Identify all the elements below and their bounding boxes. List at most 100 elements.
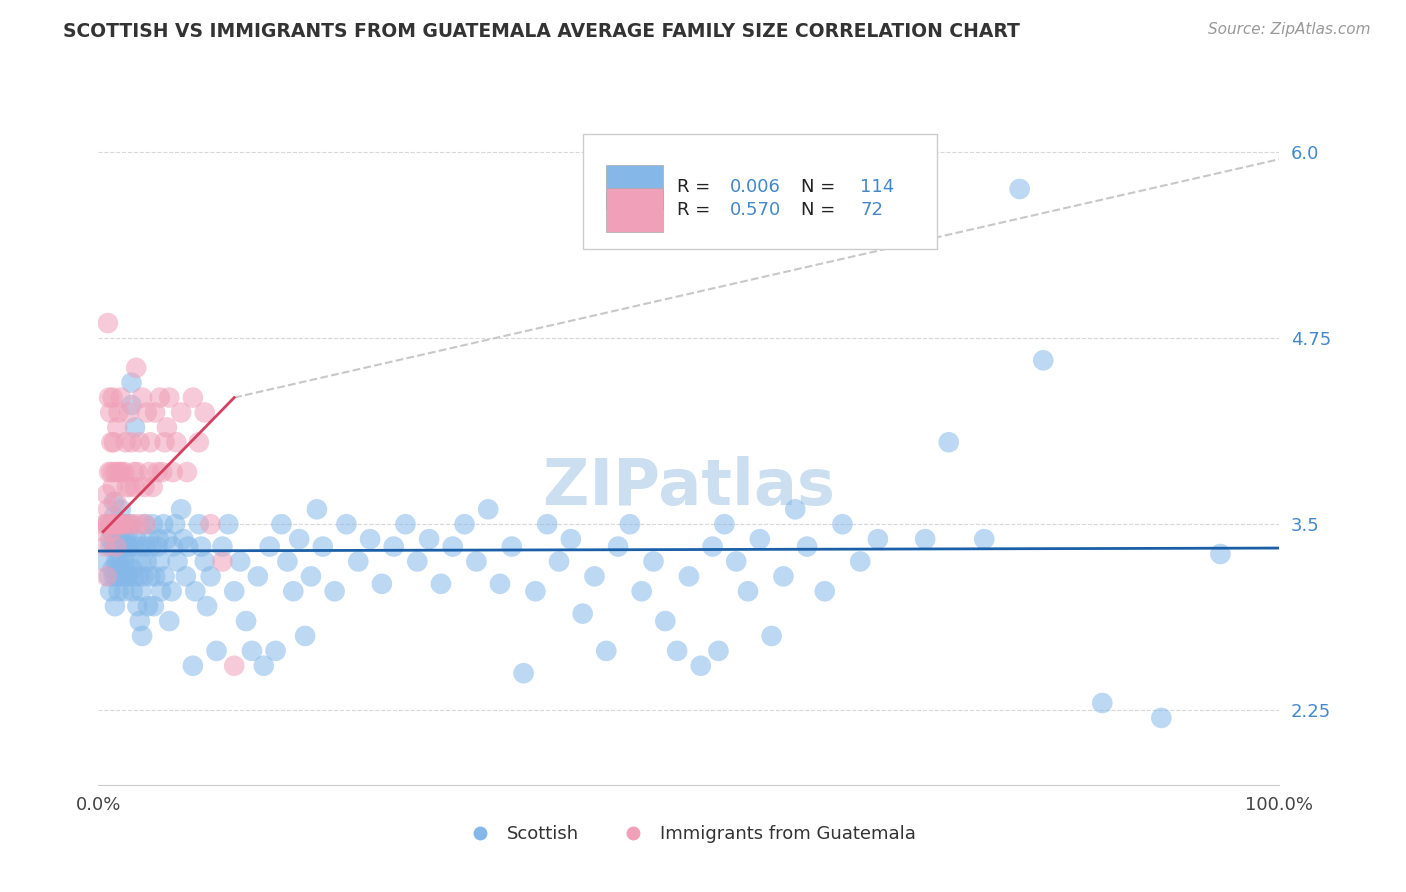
Point (524, 584, 547, 599)
Point (194, 554, 217, 568)
Point (160, 584, 183, 599)
Point (973, 532, 995, 546)
Point (98, 465, 121, 479)
Point (104, 517, 127, 532)
Point (103, 509, 125, 524)
Point (181, 658, 204, 673)
Point (430, 577, 453, 591)
Point (323, 584, 346, 599)
Point (195, 599, 218, 614)
Point (135, 517, 157, 532)
Point (156, 420, 179, 434)
Point (394, 517, 416, 532)
Point (121, 584, 143, 599)
Point (371, 577, 394, 591)
Point (165, 435, 187, 450)
Point (111, 517, 134, 532)
Point (630, 584, 652, 599)
Point (761, 629, 783, 643)
Point (536, 517, 558, 532)
Text: N =: N = (801, 202, 841, 219)
Point (131, 629, 153, 643)
Point (110, 502, 132, 516)
Point (98, 532, 121, 546)
Point (135, 554, 157, 568)
Point (134, 517, 156, 532)
Point (138, 532, 160, 546)
Point (129, 584, 152, 599)
Point (110, 391, 132, 405)
Point (122, 465, 145, 479)
Point (110, 554, 132, 568)
Point (122, 569, 145, 583)
Point (224, 584, 246, 599)
Point (125, 532, 148, 546)
Point (678, 569, 700, 583)
Point (181, 391, 204, 405)
Point (94, 540, 117, 554)
Point (93, 554, 115, 568)
Point (98, 391, 121, 405)
Point (105, 420, 128, 434)
Point (305, 502, 328, 516)
Point (187, 435, 209, 450)
Point (104, 599, 127, 614)
Point (229, 554, 252, 568)
Point (737, 584, 759, 599)
Point (110, 517, 132, 532)
Point (548, 554, 571, 568)
Point (96, 487, 118, 501)
Point (571, 607, 593, 621)
Point (128, 614, 150, 628)
Text: N =: N = (801, 178, 841, 195)
Point (146, 540, 169, 554)
Point (108, 517, 131, 532)
Legend: Scottish, Immigrants from Guatemala: Scottish, Immigrants from Guatemala (454, 818, 924, 850)
Point (108, 569, 131, 583)
Point (101, 480, 124, 494)
Text: 72: 72 (860, 202, 883, 219)
Point (136, 599, 159, 614)
Point (128, 569, 150, 583)
Point (112, 540, 135, 554)
Point (643, 554, 665, 568)
Point (101, 517, 124, 532)
Point (152, 517, 174, 532)
Point (938, 435, 960, 450)
Point (105, 495, 128, 509)
Point (707, 644, 730, 658)
Point (162, 465, 184, 479)
Point (121, 376, 143, 390)
Point (104, 465, 127, 479)
Point (118, 569, 141, 583)
Point (914, 532, 936, 546)
Point (224, 658, 246, 673)
Point (796, 540, 818, 554)
Point (299, 569, 322, 583)
Point (583, 569, 606, 583)
Point (105, 532, 128, 546)
Point (117, 517, 139, 532)
Point (98, 569, 121, 583)
Point (98, 405, 121, 419)
Text: ZIPat​las: ZIPat​las (543, 456, 835, 517)
Point (111, 562, 134, 576)
Point (177, 540, 200, 554)
Point (132, 569, 155, 583)
Point (134, 480, 156, 494)
Text: 0.006: 0.006 (730, 178, 782, 195)
Point (139, 435, 162, 450)
Point (142, 599, 165, 614)
Point (111, 465, 134, 479)
Point (149, 554, 172, 568)
Point (190, 540, 212, 554)
Point (689, 658, 711, 673)
Point (108, 540, 131, 554)
Point (105, 540, 128, 554)
Point (205, 644, 228, 658)
Point (501, 540, 523, 554)
Point (108, 465, 131, 479)
Point (785, 502, 807, 516)
Point (347, 554, 370, 568)
Point (165, 517, 187, 532)
